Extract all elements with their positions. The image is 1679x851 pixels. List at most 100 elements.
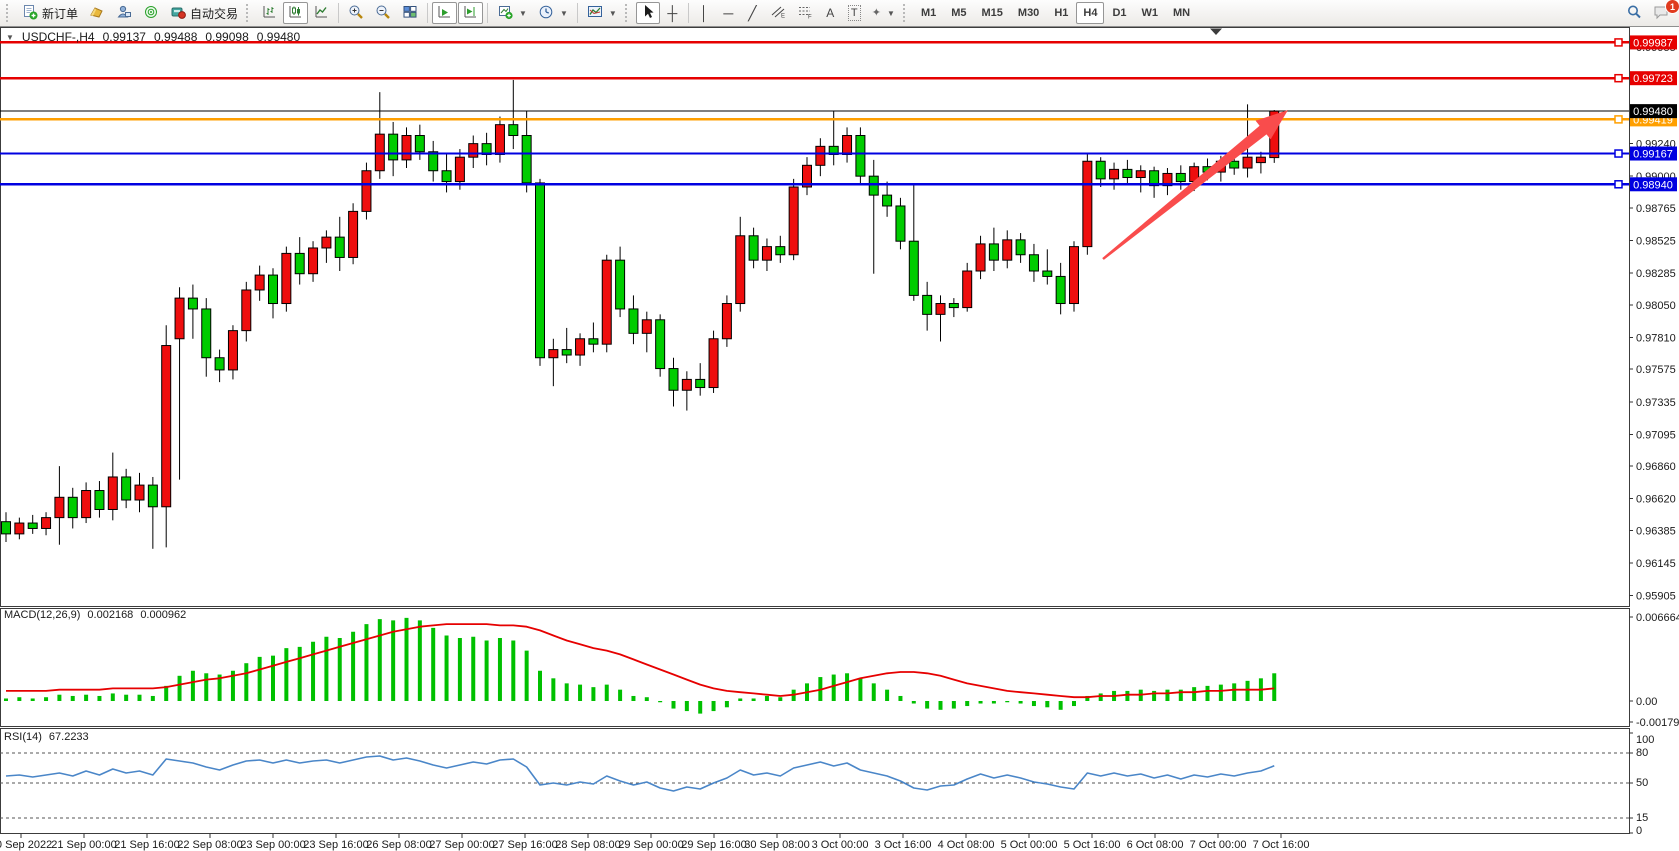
chevron-down-icon: ▼ [608,8,617,18]
hline-0.99723[interactable] [0,73,1629,83]
search-button[interactable] [1621,2,1647,24]
text-label-button[interactable]: T [843,2,866,24]
hline-0.98940[interactable] [0,180,1629,189]
hline-handle[interactable] [1614,73,1623,83]
svg-text:-0.001798: -0.001798 [1636,717,1679,729]
text-button[interactable]: A [819,2,842,24]
trendline-button[interactable]: ╱ [741,2,764,24]
toolbar-separator [576,3,578,23]
zoom-out-icon [375,4,391,23]
period-clock-button[interactable]: ▼ [533,2,573,24]
svg-text:0.97575: 0.97575 [1636,364,1676,376]
macd-axis: 0.006664 0.00 -0.001798 [1629,612,1679,729]
svg-text:0.00: 0.00 [1636,696,1657,708]
vertical-line-button[interactable]: │ [693,2,716,24]
hline-handle[interactable] [1614,38,1623,47]
macd-indicator [4,617,1277,714]
svg-text:0.96860: 0.96860 [1636,461,1676,473]
timeframe-button-H1[interactable]: H1 [1054,7,1069,19]
toolbar: 新订单 自动交易 [0,0,1679,27]
timeframe-button-W1[interactable]: W1 [1141,7,1159,19]
svg-text:0.97335: 0.97335 [1636,397,1676,409]
timeframe-button-M1[interactable]: M1 [920,7,937,19]
macd-label: MACD(12,26,9) 0.002168 0.000962 [4,609,186,621]
zoom-in-button[interactable] [343,2,369,24]
hline-0.99987[interactable] [0,38,1629,47]
candles [1,79,1280,549]
auto-scroll-button[interactable] [432,2,458,24]
search-icon [1626,4,1642,23]
notification-badge: 1 [1665,0,1679,14]
new-order-button[interactable]: 新订单 [17,2,83,24]
indicators-button[interactable]: ▼ [582,2,622,24]
svg-text:7 Oct 16:00: 7 Oct 16:00 [1253,839,1310,851]
svg-text:22 Sep 08:00: 22 Sep 08:00 [177,839,242,851]
macd-name: MACD(12,26,9) [4,609,81,621]
ohlc-open: 0.99137 [102,30,146,44]
chart-shift-marker[interactable] [1210,28,1222,36]
zoom-out-button[interactable] [370,2,396,24]
channel-button[interactable]: E [765,2,791,24]
svg-text:29 Sep 16:00: 29 Sep 16:00 [681,839,746,851]
hline-0.99419[interactable] [0,115,1629,124]
main-panel[interactable] [0,27,1630,607]
timeframe-button-M30[interactable]: M30 [1017,7,1040,19]
crosshair-button[interactable]: ┼ [661,2,684,24]
svg-text:0.97810: 0.97810 [1636,332,1676,344]
text-label-icon: T [847,5,861,21]
candlestick-chart-button[interactable] [283,2,309,24]
equidistant-channel-icon: E [770,4,786,22]
fibonacci-button[interactable]: F [792,2,818,24]
shapes-button[interactable]: ✦ ▼ [867,2,900,24]
chevron-down-icon: ▼ [519,8,527,18]
timeframe-button-M15[interactable]: M15 [981,7,1003,19]
accounts-button[interactable] [111,2,137,24]
svg-text:5 Oct 00:00: 5 Oct 00:00 [1001,839,1058,851]
rsi-label: RSI(14) 67.2233 [4,731,89,743]
cursor-button[interactable] [635,2,660,24]
symbol-marker-icon: ▼ [6,32,14,42]
notifications-button[interactable]: 1 [1648,0,1679,24]
line-chart-button[interactable] [309,2,334,24]
macd-value-main: 0.002168 [87,609,134,621]
tile-windows-icon [402,4,418,23]
new-chart-button[interactable]: ▼ [492,2,532,24]
svg-text:29 Sep 00:00: 29 Sep 00:00 [618,839,683,851]
vertical-line-icon: │ [699,5,709,21]
tile-windows-button[interactable] [397,2,423,24]
bar-chart-button[interactable] [257,2,282,24]
signals-button[interactable] [138,2,164,24]
timeframe-button-H4[interactable]: H4 [1076,2,1105,24]
cursor-arrow-icon [641,4,655,22]
svg-text:30 Sep 08:00: 30 Sep 08:00 [744,839,809,851]
svg-text:0.98765: 0.98765 [1636,203,1676,215]
timeframe-button-D1[interactable]: D1 [1112,7,1127,19]
timeframe-button-MN[interactable]: MN [1173,7,1191,19]
svg-text:0.99987: 0.99987 [1633,37,1673,49]
chart-shift-button[interactable] [458,2,484,24]
hline-0.99167[interactable] [0,149,1629,158]
timeframe-button-M5[interactable]: M5 [951,7,967,19]
trendline-icon: ╱ [748,5,757,21]
trend-arrow[interactable] [1102,110,1288,260]
horizontal-line-button[interactable]: ─ [717,2,740,24]
clock-icon [538,4,554,23]
hline-handle[interactable] [1614,149,1623,158]
text-icon: A [826,6,835,20]
fibonacci-icon: F [797,4,813,22]
gold-nugget-icon [89,4,105,23]
svg-text:F: F [808,15,812,20]
hline-price-label: 0.99987 [1630,35,1677,50]
svg-text:0.96385: 0.96385 [1636,525,1676,537]
history-center-button[interactable] [84,2,110,24]
hline-handle[interactable] [1614,180,1623,189]
rsi-panel[interactable] [0,728,1630,834]
svg-text:0.98050: 0.98050 [1636,300,1676,312]
hline-handle[interactable] [1614,115,1623,124]
zoom-in-icon [348,4,364,23]
auto-trading-button[interactable]: 自动交易 [165,2,243,24]
svg-text:20 Sep 2022: 20 Sep 2022 [0,839,52,851]
svg-text:6 Oct 08:00: 6 Oct 08:00 [1127,839,1184,851]
